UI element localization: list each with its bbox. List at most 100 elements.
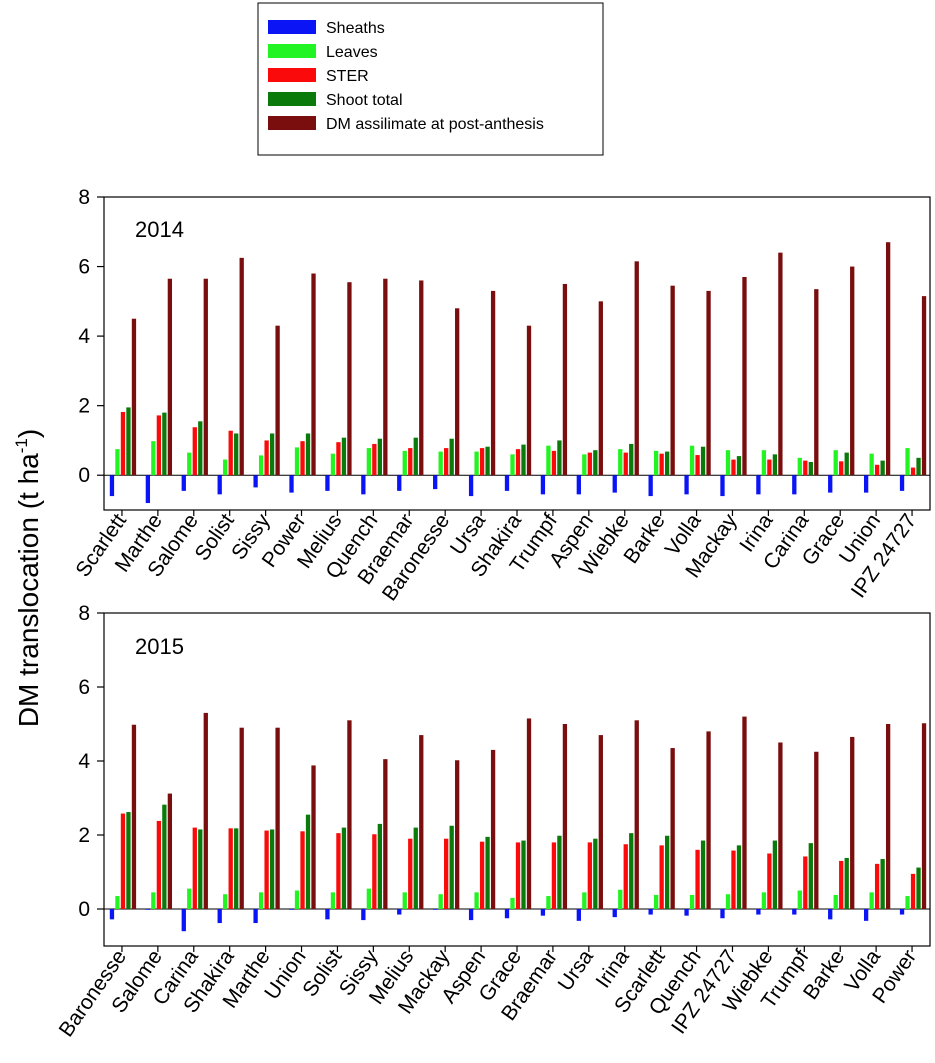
bar-shoot_total — [413, 437, 418, 476]
bar-leaves — [115, 896, 120, 909]
bar-dm_assimilate — [562, 283, 568, 476]
bar-ster — [731, 459, 736, 476]
bar-shoot_total — [413, 827, 418, 909]
bar-sheaths — [289, 475, 294, 493]
bar-leaves — [582, 454, 587, 476]
bar-dm_assimilate — [670, 748, 675, 909]
bar-leaves — [618, 889, 623, 909]
bar-sheaths — [612, 475, 617, 493]
legend-label-dm_assimilate: DM assilimate at post-anthesis — [326, 116, 544, 133]
bar-shoot_total — [126, 407, 131, 476]
bar-dm_assimilate — [814, 289, 819, 476]
bar-shoot_total — [736, 456, 742, 476]
bar-sheaths — [720, 475, 725, 497]
legend-items: Sheaths Leaves STER Shoot total DM assilimat… — [268, 20, 544, 133]
bar-sheaths — [828, 909, 833, 920]
bar-dm_assimilate — [778, 742, 783, 909]
bar-shoot_total — [665, 835, 670, 909]
bar-sheaths — [253, 475, 258, 488]
bar-dm_assimilate — [634, 261, 639, 476]
bar-leaves — [258, 892, 264, 909]
y-tick-label: 8 — [78, 602, 90, 625]
bar-sheaths — [181, 475, 186, 491]
legend-swatch-leaves — [268, 44, 316, 58]
bar-sheaths — [576, 475, 581, 495]
bar-shoot_total — [198, 421, 203, 476]
bar-dm_assimilate — [455, 760, 460, 909]
bar-leaves — [510, 454, 515, 476]
bar-sheaths — [217, 909, 222, 924]
bar-dm_assimilate — [275, 325, 280, 476]
bar-ster — [372, 834, 377, 909]
bar-ster — [408, 838, 413, 909]
bar-shoot_total — [305, 814, 311, 909]
bar-ster — [874, 863, 880, 909]
bar-sheaths — [899, 909, 905, 915]
bar-dm_assimilate — [885, 242, 891, 476]
bar-leaves — [869, 453, 874, 476]
bar-shoot_total — [198, 829, 203, 909]
bar-leaves — [402, 450, 407, 476]
bar-shoot_total — [557, 835, 562, 909]
bar-ster — [623, 452, 628, 476]
bar-sheaths — [828, 475, 833, 493]
bar-dm_assimilate — [885, 724, 891, 909]
bar-ster — [515, 842, 521, 909]
bar-dm_assimilate — [634, 720, 639, 909]
bar-leaves — [761, 450, 767, 476]
bar-sheaths — [253, 909, 258, 924]
bar-leaves — [797, 890, 802, 909]
bar-ster — [444, 838, 449, 909]
bar-ster — [120, 411, 126, 476]
bar-shoot_total — [700, 840, 706, 909]
bar-shoot_total — [449, 438, 454, 476]
bar-sheaths — [361, 475, 366, 495]
bar-sheaths — [145, 475, 151, 504]
bar-shoot_total — [485, 836, 490, 909]
bar-shoot_total — [629, 833, 634, 909]
bar-leaves — [869, 892, 874, 909]
bar-ster — [587, 842, 592, 909]
legend-label-leaves: Leaves — [326, 44, 378, 61]
bar-shoot_total — [916, 867, 921, 909]
bar-shoot_total — [772, 454, 778, 476]
bar-shoot_total — [665, 451, 670, 476]
bar-shoot_total — [557, 440, 562, 476]
bar-shoot_total — [341, 827, 347, 909]
bar-sheaths — [576, 909, 581, 921]
bar-ster — [479, 448, 485, 476]
bar-shoot_total — [234, 433, 239, 476]
bar-leaves — [294, 447, 300, 476]
bar-shoot_total — [808, 843, 813, 909]
bar-sheaths — [468, 475, 474, 497]
bar-dm_assimilate — [347, 720, 352, 909]
x-tick-label: Ursa — [554, 945, 598, 995]
legend-label-shoot_total: Shoot total — [326, 92, 403, 109]
bar-leaves — [223, 459, 228, 476]
bar-shoot_total — [269, 433, 275, 476]
panel-title-2015: 2015 — [135, 634, 184, 659]
bar-shoot_total — [772, 840, 778, 909]
bar-ster — [551, 842, 557, 909]
bar-leaves — [546, 445, 551, 476]
y-tick-label: 0 — [78, 464, 90, 487]
bar-shoot_total — [736, 845, 742, 909]
bar-dm_assimilate — [239, 727, 244, 909]
bar-ster — [228, 430, 233, 476]
bar-dm_assimilate — [814, 751, 819, 909]
bar-shoot_total — [377, 823, 382, 909]
bar-leaves — [654, 450, 659, 476]
bar-sheaths — [325, 909, 330, 920]
bar-shoot_total — [449, 825, 454, 909]
bar-ster — [910, 467, 916, 476]
bar-dm_assimilate — [490, 749, 496, 909]
bar-dm_assimilate — [311, 765, 316, 909]
bar-dm_assimilate — [598, 301, 603, 476]
bar-shoot_total — [341, 437, 347, 476]
bar-ster — [731, 850, 736, 909]
bar-leaves — [797, 457, 802, 476]
bar-shoot_total — [305, 433, 311, 476]
y-tick-label: 4 — [78, 750, 90, 773]
bar-dm_assimilate — [131, 724, 137, 909]
bar-shoot_total — [162, 412, 167, 476]
